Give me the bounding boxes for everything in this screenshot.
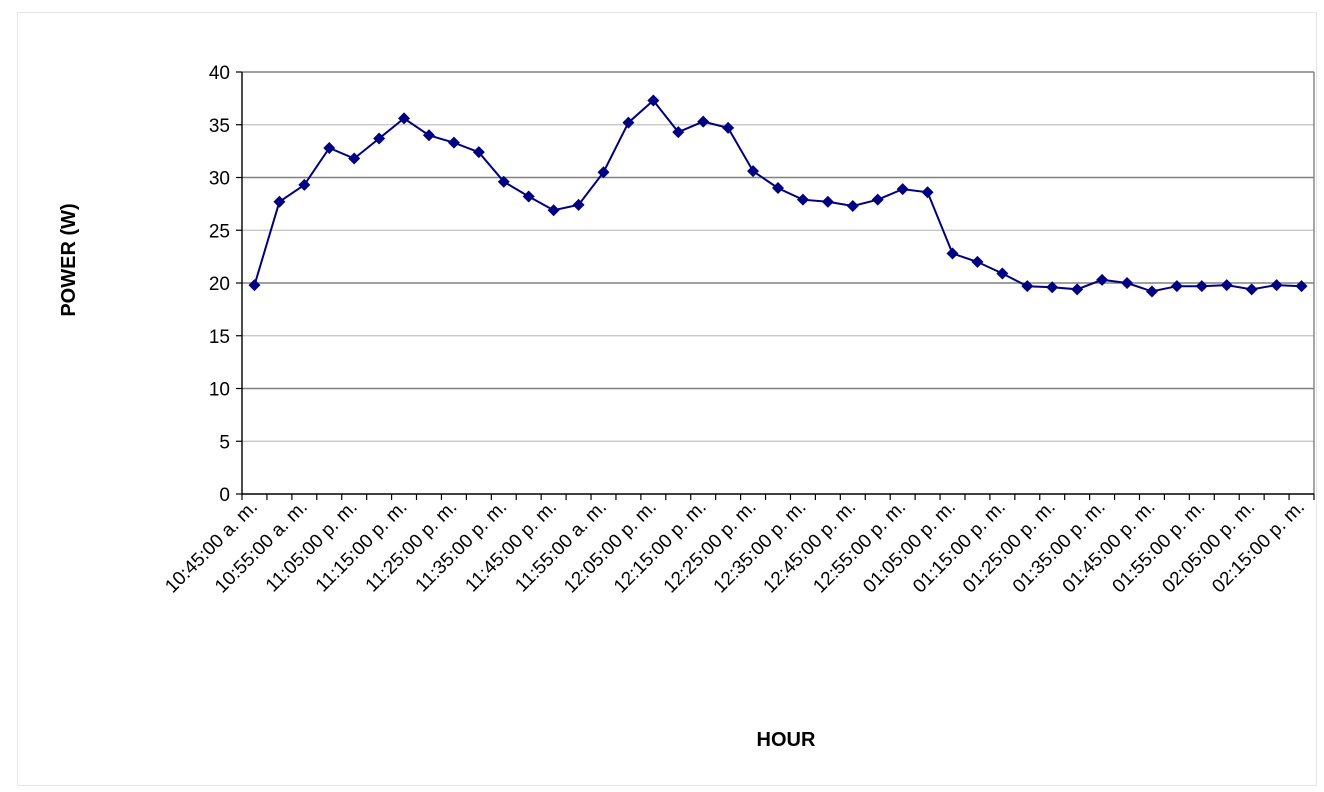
data-point xyxy=(1145,285,1158,298)
data-point xyxy=(672,126,685,139)
y-tick-label: 5 xyxy=(219,432,230,453)
data-point xyxy=(722,121,735,134)
data-point xyxy=(422,129,435,142)
x-axis-title: HOUR xyxy=(757,729,816,751)
data-point xyxy=(1220,279,1233,292)
data-point xyxy=(846,199,859,212)
data-point xyxy=(821,195,834,208)
y-tick-label: 20 xyxy=(209,274,230,295)
data-point xyxy=(1071,283,1084,296)
data-point xyxy=(597,166,610,179)
y-tick-label: 40 xyxy=(209,63,230,84)
y-tick-label: 30 xyxy=(209,169,230,190)
gridlines xyxy=(242,71,1315,494)
series-line xyxy=(253,99,1302,293)
data-point xyxy=(1170,280,1183,293)
data-point xyxy=(1096,273,1109,286)
x-axis-ticks: 10:45:00 a. m.10:55:00 a. m.11:05:00 p. … xyxy=(161,494,1315,597)
y-tick-label: 15 xyxy=(209,327,230,348)
series-power xyxy=(248,94,1308,298)
data-point xyxy=(447,136,460,149)
data-point xyxy=(647,94,660,107)
data-point xyxy=(1046,281,1059,294)
data-point xyxy=(971,255,984,268)
data-point xyxy=(921,186,934,199)
data-point xyxy=(348,152,361,165)
data-point xyxy=(398,112,411,125)
data-point xyxy=(273,195,286,208)
y-axis-ticks: 0 5 10 15 20 25 30 35 40 xyxy=(209,63,242,506)
data-point xyxy=(1121,277,1134,289)
data-point xyxy=(572,198,585,211)
data-point xyxy=(896,183,909,196)
data-point xyxy=(547,204,560,217)
data-point xyxy=(772,182,784,195)
data-point xyxy=(1295,280,1308,293)
data-point xyxy=(1195,280,1208,293)
data-point xyxy=(747,165,760,178)
data-point xyxy=(373,132,386,145)
chart-frame xyxy=(17,12,1317,786)
data-point xyxy=(1245,283,1258,296)
data-point xyxy=(871,193,884,206)
y-tick-label: 10 xyxy=(209,380,230,401)
data-point xyxy=(472,146,485,159)
data-point xyxy=(796,193,809,206)
y-tick-label: 0 xyxy=(219,485,230,506)
data-point xyxy=(248,279,261,292)
y-axis-title: POWER (W) xyxy=(58,203,80,316)
data-point xyxy=(298,178,311,191)
data-point xyxy=(697,115,710,128)
y-tick-label: 25 xyxy=(209,221,230,242)
y-tick-label: 35 xyxy=(209,116,230,137)
data-point xyxy=(946,247,959,260)
data-point xyxy=(996,267,1009,280)
data-point xyxy=(522,190,535,203)
data-point xyxy=(323,141,336,154)
data-point xyxy=(1021,280,1034,293)
data-point xyxy=(622,116,635,129)
data-point xyxy=(1270,279,1283,292)
data-point xyxy=(497,175,510,188)
